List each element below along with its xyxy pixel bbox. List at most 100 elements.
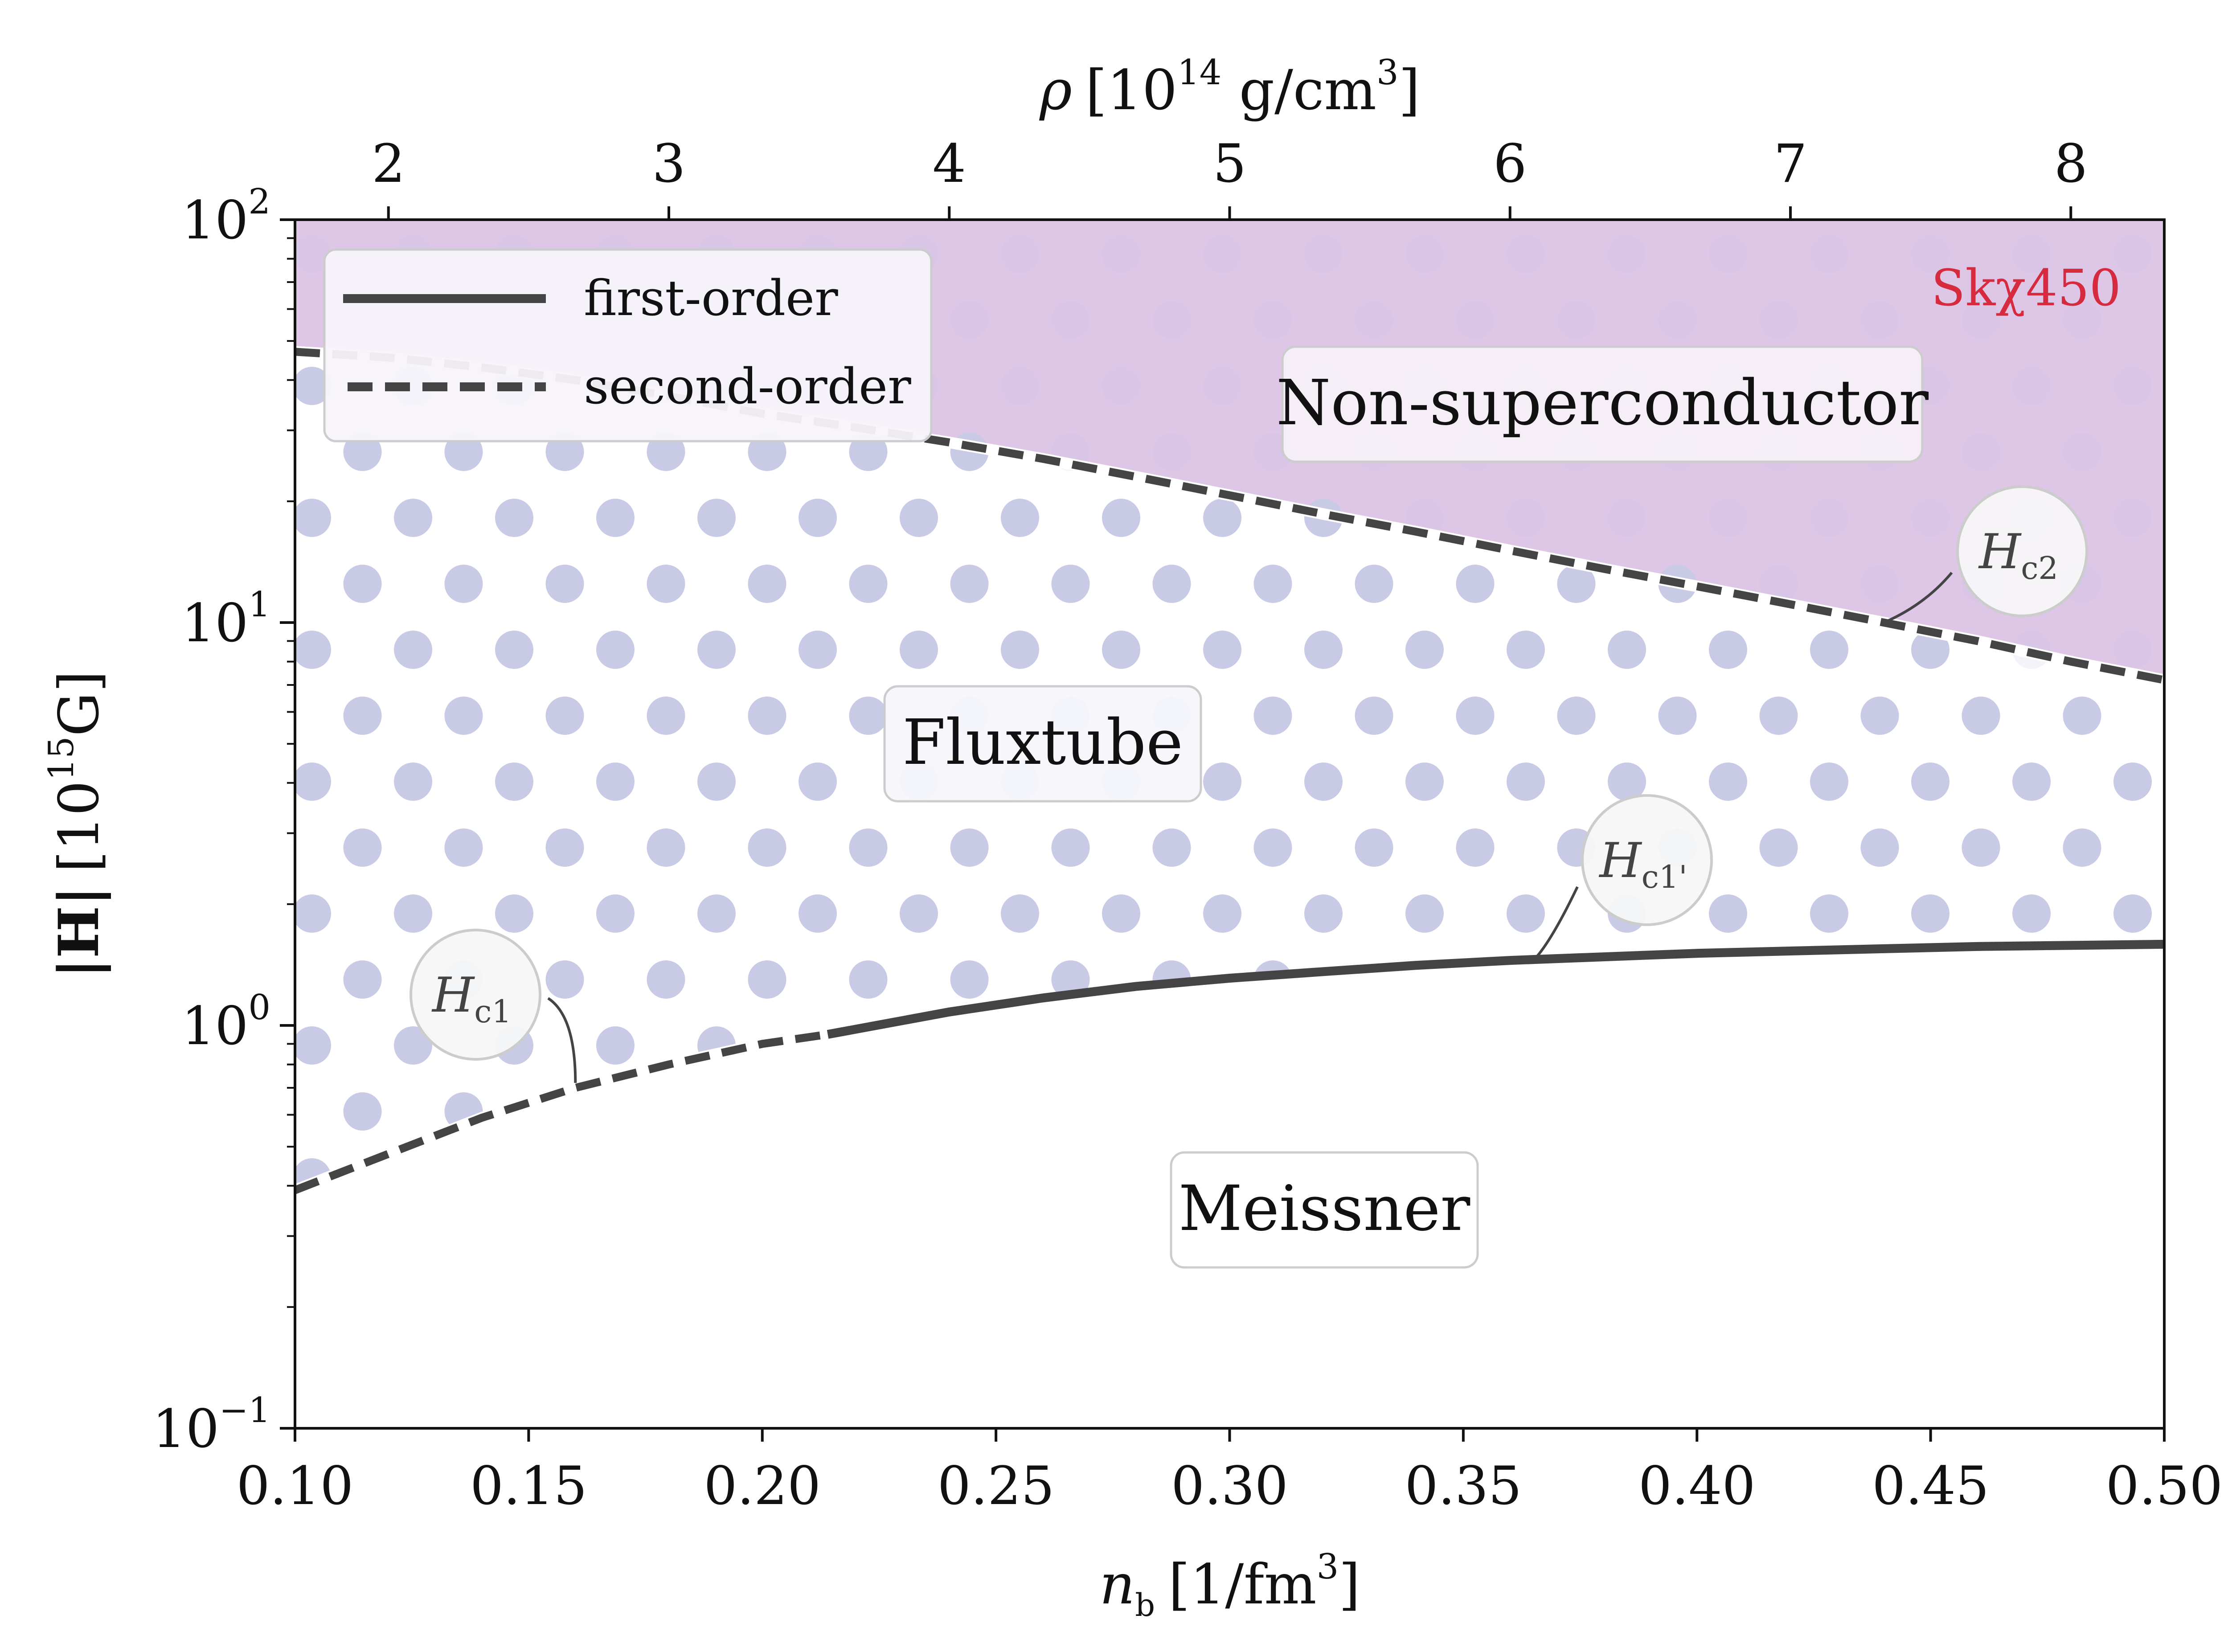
y-axis-title: |H|[1015G] [41,671,111,978]
fluxtube-dot [1911,235,1950,273]
fluxtube-dot [1962,301,2000,339]
fluxtube-dot [1507,762,1545,801]
fluxtube-dot [394,762,432,801]
fluxtube-dot [1962,697,2000,735]
y-tick-label: 10−1 [152,1390,270,1459]
meissner-label: Meissner [1179,1172,1470,1245]
fluxtube-dot [1051,301,1090,339]
x-tick-label: 0.10 [237,1455,354,1517]
callout-hc2-bubble [1956,485,2088,617]
fluxtube-dot [2012,894,2051,933]
fluxtube-dot [1658,697,1697,735]
fluxtube-dot [596,762,635,801]
callout-hc1prime-label: Hc1' [1598,833,1687,895]
fluxtube-dot [1304,894,1343,933]
fluxtube-dot [343,565,382,603]
fluxtube-dot [1355,828,1393,867]
fluxtube-dot [394,894,432,933]
fluxtube-dot [1203,367,1241,405]
fluxtube-dot [295,631,331,669]
fluxtube-dot [1405,235,1444,273]
region-label-meissner: Meissner [1170,1151,1479,1269]
fluxtube-dot [849,960,888,999]
fluxtube-dot [1456,828,1495,867]
fluxtube-dot [1759,301,1798,339]
fluxtube-dot [1253,828,1292,867]
fluxtube-dot [1860,828,1899,867]
top-axis-ticks: 2 3 4 5 6 7 8 [372,133,2088,220]
fluxtube-dot [1456,301,1495,339]
x-tick-label: 0.25 [938,1455,1055,1517]
y-axis-ticks: 10−1 100 101 102 [152,182,295,1459]
callout-hc2-leader [1883,572,1953,624]
fluxtube-dot [1911,894,1950,933]
fluxtube-dot [697,631,736,669]
fluxtube-dot [1759,565,1798,603]
fluxtube-dot [1203,894,1241,933]
fluxtube-dot [2164,301,2203,339]
fluxtube-dot [1102,367,1140,405]
fluxtube-dot [2012,235,2051,273]
fluxtube-dot [343,960,382,999]
non-superconductor-label: Non-superconductor [1276,367,1929,439]
fluxtube-dot [1810,631,1848,669]
fluxtube-dot [1557,697,1596,735]
fluxtube-dot [697,762,736,801]
fluxtube-dot [1962,828,2000,867]
x-tick-label: 0.20 [704,1455,821,1517]
fluxtube-dot [1102,894,1140,933]
fluxtube-dot [295,894,331,933]
y-tick-label: 102 [181,182,270,251]
fluxtube-dot [444,697,483,735]
top-tick-label: 7 [1773,133,1807,194]
fluxtube-dot [647,697,685,735]
fluxtube-dot [799,894,837,933]
fluxtube-dot [1304,235,1343,273]
fluxtube-dot [495,762,533,801]
top-axis-title: ρ [1014 g/cm3] [1039,53,1420,123]
fluxtube-dot [748,828,786,867]
fluxtube-dot [1253,565,1292,603]
fluxtube-dot [1608,631,1646,669]
hc1prime-first-order-curve [827,939,2164,1039]
fluxtube-dot [545,828,584,867]
fluxtube-dot [596,894,635,933]
fluxtube-dot [2113,367,2152,405]
fluxtube-dot [1355,697,1393,735]
fluxtube-dot [1355,565,1393,603]
fluxtube-dot [545,697,584,735]
fluxtube-dot [1355,301,1393,339]
callout-hc1-label: Hc1 [431,967,512,1030]
fluxtube-dot [1709,762,1747,801]
x-tick-label: 0.40 [1638,1455,1756,1517]
fluxtube-dot [1810,894,1848,933]
fluxtube-dot [394,631,432,669]
fluxtube-dot [748,697,786,735]
legend-label-first-order: first-order [584,270,838,327]
fluxtube-dot [900,894,938,933]
fluxtube-dot [1911,762,1950,801]
top-tick-label: 5 [1213,133,1246,194]
fluxtube-dot [1507,631,1545,669]
fluxtube-dot [444,828,483,867]
x-tick-label: 0.50 [2106,1455,2223,1517]
fluxtube-dot [1860,697,1899,735]
x-axis-title: nb [1/fm3] [1099,1547,1360,1623]
top-tick-label: 4 [933,133,966,194]
fluxtube-dot [1102,631,1140,669]
callouts: Hc2 Hc1' Hc1 [410,485,2088,1083]
fluxtube-dot [1759,697,1798,735]
fluxtube-dot [1001,367,1039,405]
fluxtube-dot [1051,828,1090,867]
x-axis-ticks: 0.10 0.15 0.20 0.25 0.30 0.35 0.40 0.45 0.50 [237,1428,2223,1517]
fluxtube-dot [1253,301,1292,339]
fluxtube-dot [596,499,635,537]
fluxtube-dot [2113,235,2152,273]
fluxtube-dot [799,762,837,801]
fluxtube-dot [295,235,331,273]
fluxtube-dot [799,499,837,537]
fluxtube-dot [849,697,888,735]
hc1-second-order-curve [295,1030,828,1194]
fluxtube-dot [295,499,331,537]
